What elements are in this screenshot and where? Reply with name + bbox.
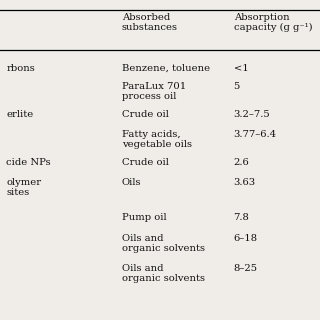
Text: 7.8: 7.8 <box>234 213 250 222</box>
Text: erlite: erlite <box>6 110 34 119</box>
Text: 2.6: 2.6 <box>234 158 249 167</box>
Text: Crude oil: Crude oil <box>122 110 168 119</box>
Text: Absorption
capacity (g g⁻¹): Absorption capacity (g g⁻¹) <box>234 13 312 32</box>
Text: Crude oil: Crude oil <box>122 158 168 167</box>
Text: 3.63: 3.63 <box>234 178 256 187</box>
Text: ParaLux 701
process oil: ParaLux 701 process oil <box>122 82 186 101</box>
Text: Absorbed
substances: Absorbed substances <box>122 13 178 32</box>
Text: cide NPs: cide NPs <box>6 158 51 167</box>
Text: 6–18: 6–18 <box>234 234 258 243</box>
Text: rbons: rbons <box>6 64 35 73</box>
Text: Oils: Oils <box>122 178 141 187</box>
Text: Pump oil: Pump oil <box>122 213 166 222</box>
Text: 8–25: 8–25 <box>234 264 258 273</box>
Text: Oils and
organic solvents: Oils and organic solvents <box>122 234 204 253</box>
Text: Oils and
organic solvents: Oils and organic solvents <box>122 264 204 284</box>
Text: Fatty acids,
vegetable oils: Fatty acids, vegetable oils <box>122 130 192 149</box>
Text: <1: <1 <box>234 64 248 73</box>
Text: 3.77–6.4: 3.77–6.4 <box>234 130 277 139</box>
Text: Benzene, toluene: Benzene, toluene <box>122 64 210 73</box>
Text: olymer
sites: olymer sites <box>6 178 42 197</box>
Text: 5: 5 <box>234 82 240 91</box>
Text: 3.2–7.5: 3.2–7.5 <box>234 110 270 119</box>
